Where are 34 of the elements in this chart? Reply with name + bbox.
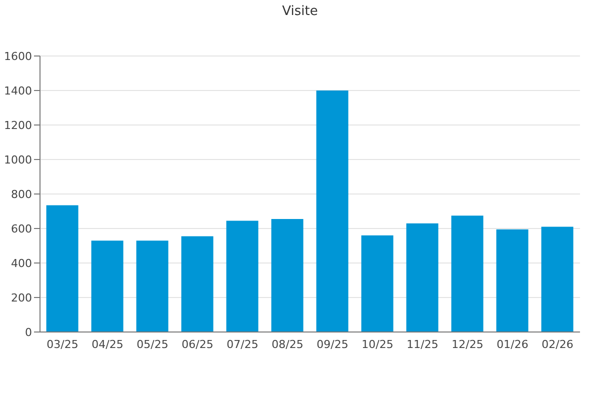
x-tick-label: 06/25 — [182, 338, 214, 351]
bar — [91, 240, 124, 332]
y-tick-label: 800 — [11, 188, 32, 201]
y-tick-label: 1400 — [4, 84, 32, 98]
x-tick-label: 09/25 — [316, 338, 348, 351]
x-tick-label: 12/25 — [452, 338, 484, 351]
x-tick-label: 03/25 — [46, 338, 78, 351]
bar — [361, 235, 394, 332]
x-tick-label: 01/26 — [496, 338, 528, 351]
bar — [226, 220, 258, 332]
chart-title: Visite — [281, 4, 319, 19]
x-tick-label: 08/25 — [272, 338, 304, 351]
bar — [496, 229, 528, 332]
y-tick-label: 1600 — [4, 50, 32, 63]
bar — [541, 226, 574, 332]
bar — [181, 236, 214, 332]
bar — [46, 205, 78, 332]
y-tick-label: 200 — [11, 291, 32, 304]
y-tick-label: 0 — [25, 326, 32, 339]
x-tick-label: 07/25 — [226, 338, 258, 351]
y-tick-label: 600 — [11, 222, 32, 236]
x-tick-label: 04/25 — [92, 338, 124, 351]
bar — [136, 240, 168, 332]
x-tick-label: 11/25 — [406, 338, 438, 351]
bar — [316, 90, 348, 332]
y-tick-label: 1000 — [4, 153, 32, 166]
bar — [451, 216, 484, 332]
x-tick-label: 10/25 — [362, 338, 394, 351]
bar — [406, 223, 438, 332]
x-tick-label: 02/26 — [542, 338, 574, 351]
bar — [271, 219, 304, 332]
y-tick-label: 1200 — [4, 118, 32, 132]
x-tick-label: 05/25 — [136, 338, 168, 351]
y-tick-label: 400 — [11, 256, 32, 270]
